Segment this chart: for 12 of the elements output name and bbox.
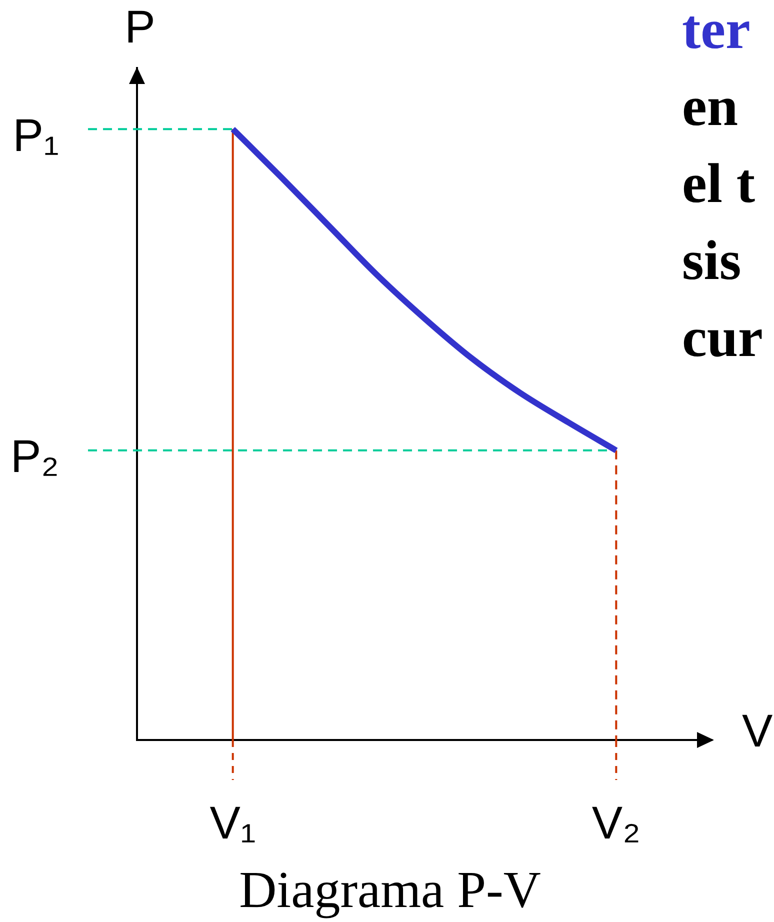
text: Diagrama P-V <box>239 862 541 919</box>
annotation: sis <box>682 229 742 294</box>
x-tick-label: V₂ <box>592 796 640 848</box>
x-axis-title: V <box>742 704 773 757</box>
annotation: el t <box>682 152 756 217</box>
annotation: en <box>682 75 739 140</box>
y-axis-title: P <box>124 0 156 53</box>
x-tick-label: V₁ <box>210 796 256 848</box>
annotation: cur <box>682 306 763 371</box>
ref-line-label: P₂ <box>10 430 59 482</box>
text: ter <box>682 0 752 63</box>
ref-line-label: P₁ <box>12 108 59 161</box>
